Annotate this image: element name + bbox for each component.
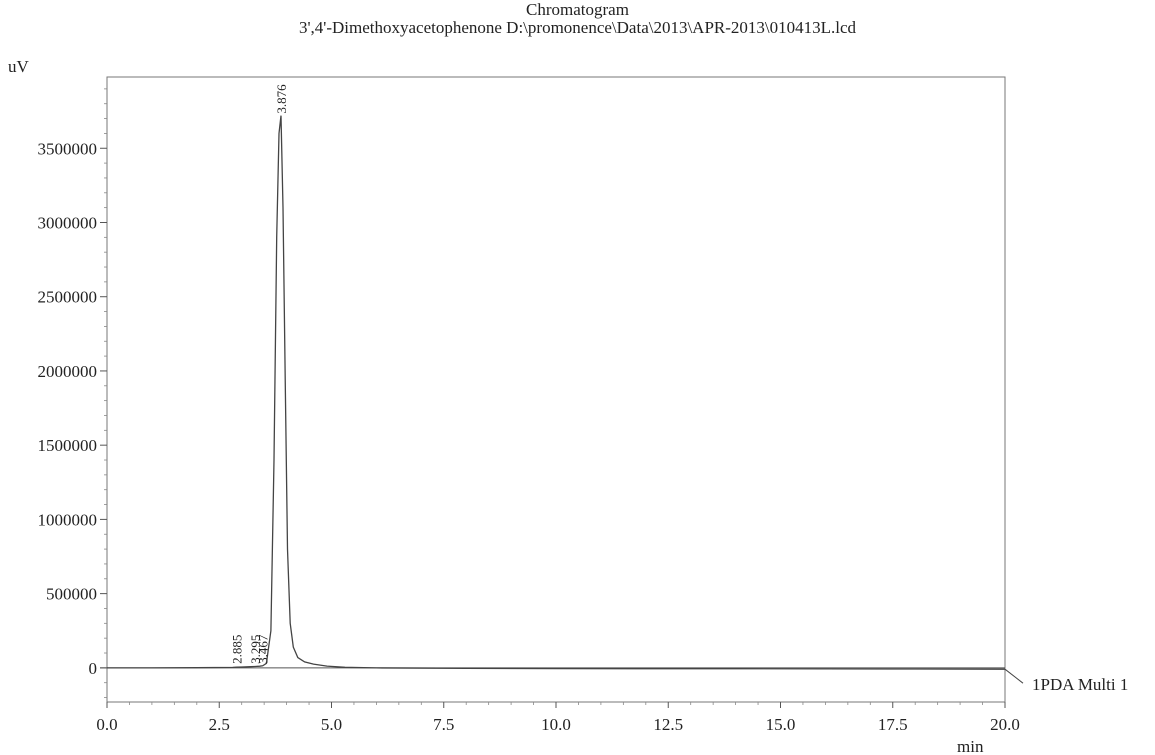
y-tick-label: 3500000 bbox=[38, 139, 98, 158]
x-tick-label: 0.0 bbox=[96, 715, 117, 734]
x-tick-label: 5.0 bbox=[321, 715, 342, 734]
x-tick-label: 17.5 bbox=[878, 715, 908, 734]
y-tick-label: 1000000 bbox=[38, 510, 98, 529]
x-tick-label: 20.0 bbox=[990, 715, 1020, 734]
peak-label: 2.885 bbox=[230, 635, 245, 664]
chart-subtitle: 3',4'-Dimethoxyacetophenone D:\promonenc… bbox=[298, 18, 857, 37]
x-tick-label: 2.5 bbox=[209, 715, 230, 734]
y-tick-label: 3000000 bbox=[38, 213, 98, 232]
y-axis-label: uV bbox=[8, 57, 30, 76]
x-tick-label: 7.5 bbox=[433, 715, 454, 734]
y-tick-label: 2000000 bbox=[38, 362, 98, 381]
peak-label: 3.467 bbox=[256, 634, 271, 664]
y-tick-label: 0 bbox=[89, 659, 98, 678]
x-tick-label: 12.5 bbox=[653, 715, 683, 734]
plot-frame bbox=[106, 76, 1006, 703]
x-axis-label: min bbox=[957, 737, 984, 755]
peak-label: 3.295 bbox=[248, 635, 263, 664]
peak-label: 3.876 bbox=[274, 84, 289, 114]
y-tick-label: 500000 bbox=[46, 585, 97, 604]
x-tick-label: 10.0 bbox=[541, 715, 571, 734]
x-tick-label: 15.0 bbox=[766, 715, 796, 734]
y-tick-label: 1500000 bbox=[38, 436, 98, 455]
series-line bbox=[107, 115, 1006, 670]
series-name-label: 1PDA Multi 1 bbox=[1032, 675, 1128, 694]
chart-title: Chromatogram bbox=[526, 0, 629, 19]
series-leader-line bbox=[1004, 668, 1024, 684]
y-tick-label: 2500000 bbox=[38, 288, 98, 307]
